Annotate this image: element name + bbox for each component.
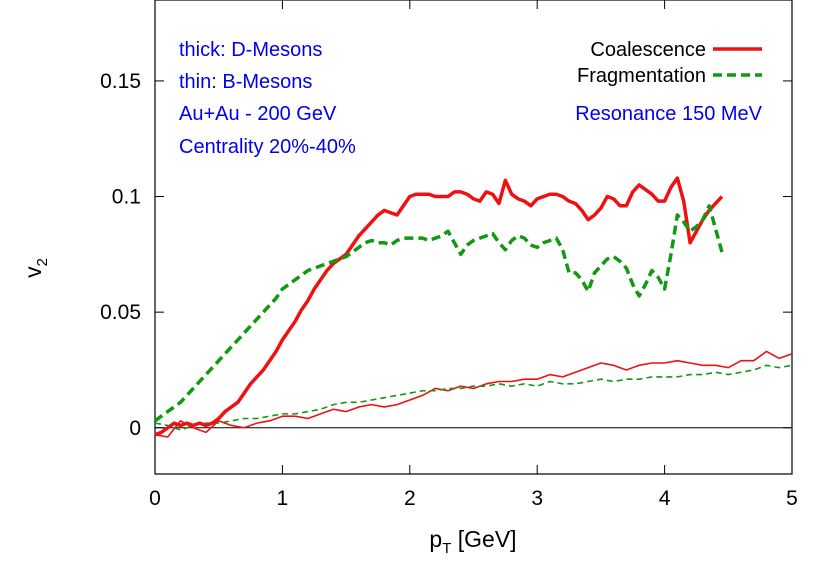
y-axis-title: v2	[20, 258, 51, 278]
x-tick-label: 4	[659, 487, 671, 510]
annotation-centrality: Centrality 20%-40%	[179, 136, 356, 158]
series-layer	[153, 176, 793, 438]
annotation-system: Au+Au - 200 GeV	[179, 103, 337, 125]
series-line-fragmentation-thick	[153, 204, 724, 423]
ticks-layer: 0 1 2 3 4 5 0 0.05 0.1 0.15	[100, 0, 798, 510]
x-tick-label: 1	[277, 487, 289, 510]
series-line-coalescence-thin	[154, 350, 793, 438]
x-tick-label: 0	[149, 487, 161, 510]
y-tick-label: 0.1	[112, 186, 141, 209]
annotation-thick: thick: D-Mesons	[179, 39, 322, 61]
annotation-resonance: Resonance 150 MeV	[575, 103, 762, 125]
x-tick-label: 2	[404, 487, 416, 510]
legend-label-fragmentation: Fragmentation	[577, 65, 706, 87]
plot-frame	[154, 0, 793, 475]
legend-label-coalescence: Coalescence	[590, 39, 706, 61]
annotation-thin: thin: B-Mesons	[179, 71, 312, 93]
x-tick-label: 5	[786, 487, 798, 510]
y-tick-label: 0.15	[100, 70, 141, 93]
x-axis-title: pT [GeV]	[429, 526, 516, 557]
series-line-fragmentation-thin	[154, 364, 793, 431]
legend: Coalescence Fragmentation	[577, 39, 762, 87]
y-tick-label: 0.05	[100, 301, 141, 324]
series-line-coalescence-thick	[154, 176, 724, 437]
x-tick-label: 3	[531, 487, 543, 510]
y-tick-label: 0	[129, 417, 141, 440]
